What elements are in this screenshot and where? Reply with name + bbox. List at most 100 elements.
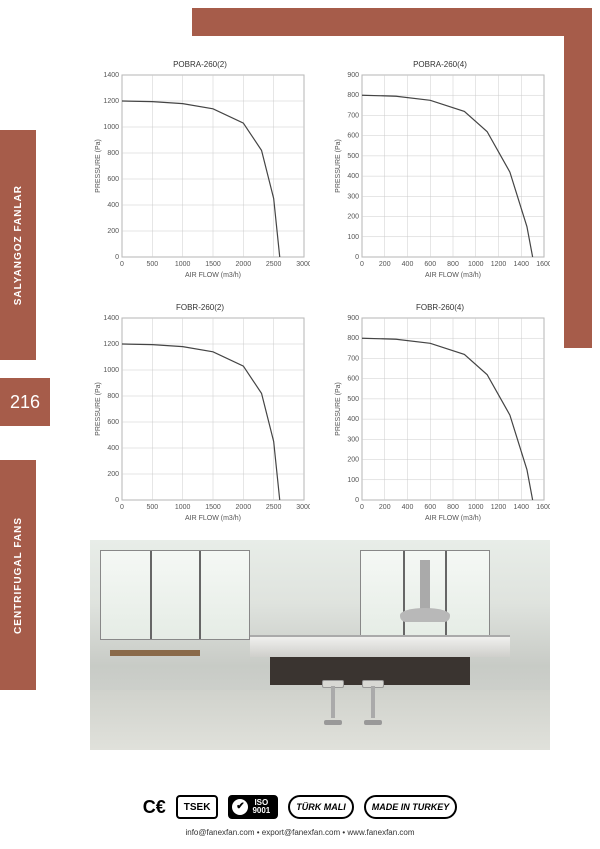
chart-title: POBRA-260(2) [90,60,310,69]
svg-text:0: 0 [115,254,119,261]
svg-text:1600: 1600 [536,261,550,268]
chart-title: FOBR-260(2) [90,303,310,312]
chart-svg: 0 500 1000 1500 2000 2500 3000 0 200 400 600 800 100… [90,314,310,524]
madeinturkey-mark: MADE IN TURKEY [364,795,458,819]
svg-text:400: 400 [402,504,414,511]
svg-text:AIR FLOW (m3/h): AIR FLOW (m3/h) [425,515,481,522]
svg-text:100: 100 [347,477,359,484]
svg-text:1000: 1000 [468,504,484,511]
svg-text:2500: 2500 [266,261,282,268]
svg-text:700: 700 [347,112,359,119]
svg-text:1000: 1000 [103,367,119,374]
svg-text:400: 400 [402,261,414,268]
svg-text:1500: 1500 [205,261,221,268]
page-number: 216 [0,378,50,426]
contact-line: info@fanexfan.com • export@fanexfan.com … [0,828,600,837]
svg-text:500: 500 [146,504,158,511]
svg-text:200: 200 [107,471,119,478]
svg-text:0: 0 [120,504,124,511]
chart-svg: 0 200 400 600 800 1000 1200 1400 1600 0 100 200 300 4… [330,71,550,281]
svg-text:1000: 1000 [175,261,191,268]
svg-text:800: 800 [347,92,359,99]
svg-text:900: 900 [347,72,359,79]
svg-text:800: 800 [447,504,459,511]
svg-text:0: 0 [355,254,359,261]
iso-mark: ISO 9001 [228,795,278,819]
chart-pobra-260-2: POBRA-260(2) 0 500 1000 1500 2000 2500 3000 0 20… [90,60,310,285]
svg-text:200: 200 [379,504,391,511]
svg-text:0: 0 [355,497,359,504]
svg-text:1400: 1400 [103,72,119,79]
svg-text:1400: 1400 [513,504,529,511]
svg-text:1500: 1500 [205,504,221,511]
svg-text:2000: 2000 [236,504,252,511]
svg-text:300: 300 [347,436,359,443]
turkmali-mark: TÜRK MALI [288,795,354,819]
svg-text:200: 200 [347,214,359,221]
chart-fobr-260-2: FOBR-260(2) 0 500 1000 1500 2000 2500 3000 0 200… [90,303,310,528]
svg-text:600: 600 [107,419,119,426]
chart-svg: 0200400600800100012001400160001002003004… [330,314,550,524]
svg-text:1200: 1200 [103,341,119,348]
svg-text:1200: 1200 [491,504,507,511]
svg-text:1000: 1000 [103,124,119,131]
svg-text:300: 300 [347,193,359,200]
svg-text:800: 800 [447,261,459,268]
svg-text:200: 200 [347,457,359,464]
svg-text:400: 400 [347,416,359,423]
svg-text:2500: 2500 [266,504,282,511]
svg-text:900: 900 [347,315,359,322]
svg-text:2000: 2000 [236,261,252,268]
svg-text:400: 400 [107,445,119,452]
chart-fobr-260-4: FOBR-260(4) 0200400600800100012001400160… [330,303,550,528]
svg-text:PRESSURE (Pa): PRESSURE (Pa) [335,382,342,436]
side-tab-label: SALYANGOZ FANLAR [13,185,24,305]
svg-text:0: 0 [360,504,364,511]
svg-text:400: 400 [347,173,359,180]
svg-text:AIR FLOW (m3/h): AIR FLOW (m3/h) [185,515,241,522]
svg-text:AIR FLOW (m3/h): AIR FLOW (m3/h) [185,272,241,279]
certification-row: C€ TSEK ISO 9001 TÜRK MALI MADE IN TURKE… [0,795,600,819]
svg-text:1000: 1000 [468,261,484,268]
svg-text:PRESSURE (Pa): PRESSURE (Pa) [95,382,102,436]
svg-text:1400: 1400 [513,261,529,268]
svg-text:500: 500 [347,396,359,403]
interior-photo [90,540,550,750]
svg-text:200: 200 [379,261,391,268]
svg-text:800: 800 [347,335,359,342]
chart-grid: POBRA-260(2) 050010001500200025003000020… [90,60,550,528]
svg-text:3000: 3000 [296,504,310,511]
svg-text:400: 400 [107,202,119,209]
svg-text:AIR FLOW (m3/h): AIR FLOW (m3/h) [425,272,481,279]
svg-text:0: 0 [360,261,364,268]
svg-text:600: 600 [347,133,359,140]
chart-svg: 0 500 1000 1500 2000 2500 3000 0 200 400 600 800 100… [90,71,310,281]
svg-text:800: 800 [107,393,119,400]
svg-text:600: 600 [107,176,119,183]
svg-text:3000: 3000 [296,261,310,268]
svg-text:500: 500 [347,153,359,160]
svg-text:600: 600 [424,504,436,511]
ce-mark: C€ [143,795,166,819]
svg-text:200: 200 [107,228,119,235]
svg-text:1400: 1400 [103,315,119,322]
svg-text:600: 600 [347,376,359,383]
side-tab-label: CENTRIFUGAL FANS [13,517,24,634]
side-tab-turkish: SALYANGOZ FANLAR [0,130,36,360]
svg-text:0: 0 [115,497,119,504]
svg-text:0: 0 [120,261,124,268]
chart-title: POBRA-260(4) [330,60,550,69]
svg-text:1200: 1200 [491,261,507,268]
svg-text:1000: 1000 [175,504,191,511]
svg-text:PRESSURE (Pa): PRESSURE (Pa) [95,139,102,193]
svg-text:1200: 1200 [103,98,119,105]
svg-text:700: 700 [347,355,359,362]
svg-text:100: 100 [347,234,359,241]
svg-text:800: 800 [107,150,119,157]
side-tab-english: CENTRIFUGAL FANS [0,460,36,690]
svg-text:PRESSURE (Pa): PRESSURE (Pa) [335,139,342,193]
tsek-mark: TSEK [176,795,219,819]
chart-pobra-260-4: POBRA-260(4) 020040060080010001200140016… [330,60,550,285]
svg-text:500: 500 [146,261,158,268]
chart-title: FOBR-260(4) [330,303,550,312]
